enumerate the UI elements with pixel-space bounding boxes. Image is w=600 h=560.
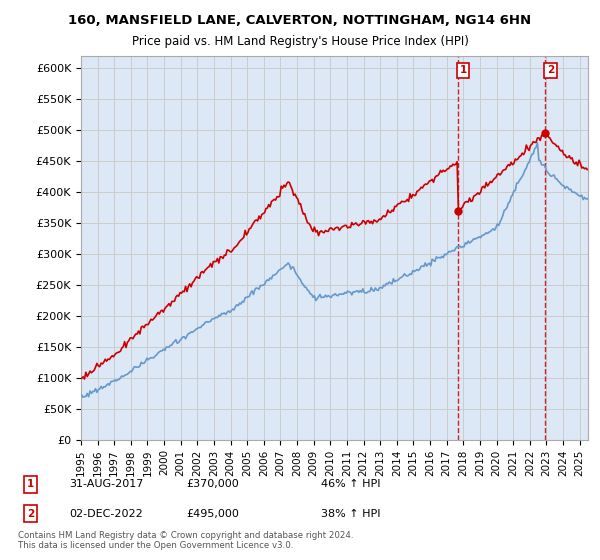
Text: 2: 2 [27,508,34,519]
Text: 38% ↑ HPI: 38% ↑ HPI [321,508,380,519]
Text: Contains HM Land Registry data © Crown copyright and database right 2024.
This d: Contains HM Land Registry data © Crown c… [18,530,353,550]
Text: Price paid vs. HM Land Registry's House Price Index (HPI): Price paid vs. HM Land Registry's House … [131,35,469,48]
Text: 1: 1 [27,479,34,489]
Text: 31-AUG-2017: 31-AUG-2017 [69,479,143,489]
Text: 02-DEC-2022: 02-DEC-2022 [69,508,143,519]
Text: 1: 1 [460,66,467,76]
Text: 160, MANSFIELD LANE, CALVERTON, NOTTINGHAM, NG14 6HN: 160, MANSFIELD LANE, CALVERTON, NOTTINGH… [68,14,532,27]
Text: £495,000: £495,000 [186,508,239,519]
Text: 46% ↑ HPI: 46% ↑ HPI [321,479,380,489]
Text: £370,000: £370,000 [186,479,239,489]
Text: 2: 2 [547,66,554,76]
